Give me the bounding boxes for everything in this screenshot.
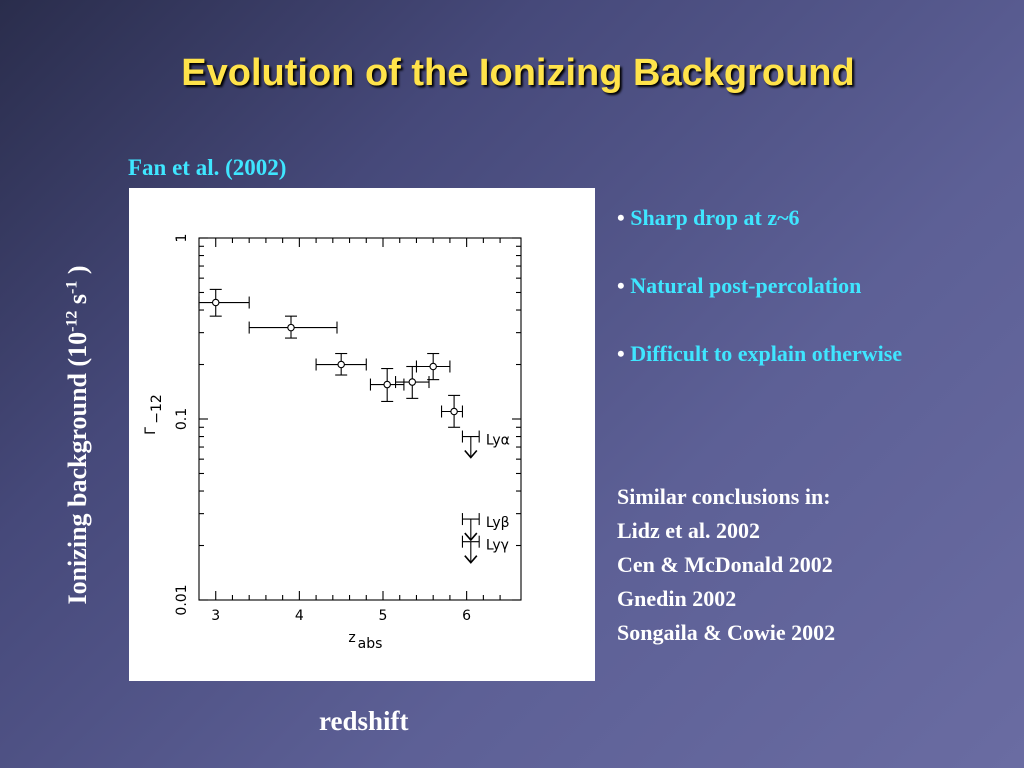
data-point [287,323,295,332]
outer-y-end: ) [63,265,92,281]
limit-label: Lyγ [486,538,509,554]
x-tick-label: 5 [379,608,388,624]
limit-label: Lyβ [486,515,510,531]
limit-label: Lyα [486,433,510,449]
bullet-text: Natural post-percolation [630,273,862,298]
limit-arrow-head [464,532,478,542]
y-axis-label-sub: −12 [149,394,165,424]
outer-y-exp1: -12 [63,310,81,332]
similar-item: Gnedin 2002 [617,586,737,611]
outer-x-axis-label: redshift [319,706,409,736]
similar-item: Songaila & Cowie 2002 [617,620,836,645]
data-point [408,378,417,386]
chart-svg: 3 4 5 6 0.01 0.1 1 z abs Γ −12 Lyα Lyβ Lyγ [143,234,522,652]
x-axis-label-sub: abs [358,636,383,652]
outer-y-exp2: -1 [63,280,81,294]
data-point [383,380,391,389]
bullet-text: Sharp drop at z~6 [630,205,800,230]
bullet-text: Difficult to explain otherwise [630,341,903,366]
outer-y-text: Ionizing background (10 [63,331,92,605]
limit-arrow-head [464,450,478,459]
y-tick-label: 0.1 [174,408,190,430]
y-tick-label: 0.01 [174,584,190,615]
data-point [211,298,220,307]
y-tick-label: 1 [174,234,190,243]
chart-panel: 3 4 5 6 0.01 0.1 1 z abs Γ −12 Lyα Lyβ Lyγ [129,188,595,681]
data-point [429,362,437,371]
outer-y-axis-label: Ionizing background (10-12 s-1 ) [63,265,93,604]
similar-conclusions: Similar conclusions in: Lidz et al. 2002… [617,480,835,650]
data-point [337,360,345,369]
y-axis-label: Γ [143,427,159,435]
similar-item: Cen & McDonald 2002 [617,552,833,577]
x-tick-label: 4 [295,608,304,624]
x-axis-label: z [348,630,355,646]
source-label: Fan et al. (2002) [128,155,287,180]
bullet-item: • Natural post-percolation [617,273,862,298]
similar-item: Lidz et al. 2002 [617,518,760,543]
outer-y-mid: s [63,293,92,311]
slide-title: Evolution of the Ionizing Background [181,52,855,94]
similar-heading: Similar conclusions in: [617,484,831,509]
plot-frame [198,237,522,601]
limit-arrow-head [464,555,478,564]
data-point [450,407,458,416]
x-tick-label: 6 [462,608,471,624]
bullet-item: • Difficult to explain otherwise [617,341,903,366]
x-tick-label: 3 [211,608,220,624]
bullet-item: • Sharp drop at z~6 [617,205,800,230]
bullet-list: • Sharp drop at z~6 • Natural post-perco… [617,205,902,409]
